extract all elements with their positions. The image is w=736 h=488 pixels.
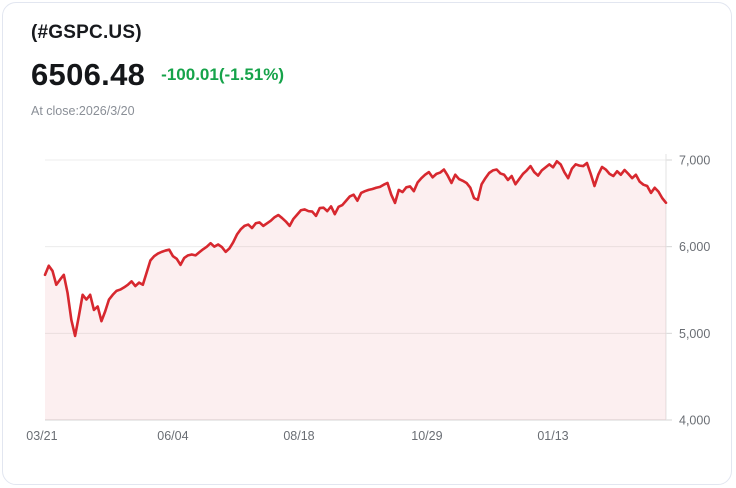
- y-tick-label: 4,000: [679, 414, 710, 428]
- x-tick-label: 08/18: [283, 429, 314, 443]
- last-price: 6506.48: [31, 57, 146, 92]
- ticker-symbol: (#GSPC.US): [31, 22, 142, 43]
- quote-header: (#GSPC.US) 6506.48 -100.01(-1.51%) At cl…: [31, 21, 284, 119]
- price-chart: 7,000 6,000 5,000 4,000 03/21 06/04 08/18 10/29…: [23, 148, 723, 458]
- price-chart-svg: 7,000 6,000 5,000 4,000 03/21 06/04 08/18 10/29…: [26, 148, 710, 444]
- price-row: 6506.48 -100.01(-1.51%): [31, 57, 284, 93]
- x-tick-label: 10/29: [411, 429, 442, 443]
- y-tick-label: 5,000: [679, 327, 710, 341]
- x-tick-label: 06/04: [157, 429, 188, 443]
- y-tick-label: 7,000: [679, 154, 710, 168]
- price-change: -100.01(-1.51%): [161, 65, 285, 84]
- plot-area[interactable]: [45, 148, 666, 420]
- y-tick-label: 6,000: [679, 240, 710, 254]
- price-area: [45, 161, 666, 421]
- x-tick-label: 03/21: [26, 429, 57, 443]
- x-tick-label: 01/13: [537, 429, 568, 443]
- as-of-timestamp: At close:2026/3/20: [31, 104, 135, 118]
- price-line: [43, 160, 668, 338]
